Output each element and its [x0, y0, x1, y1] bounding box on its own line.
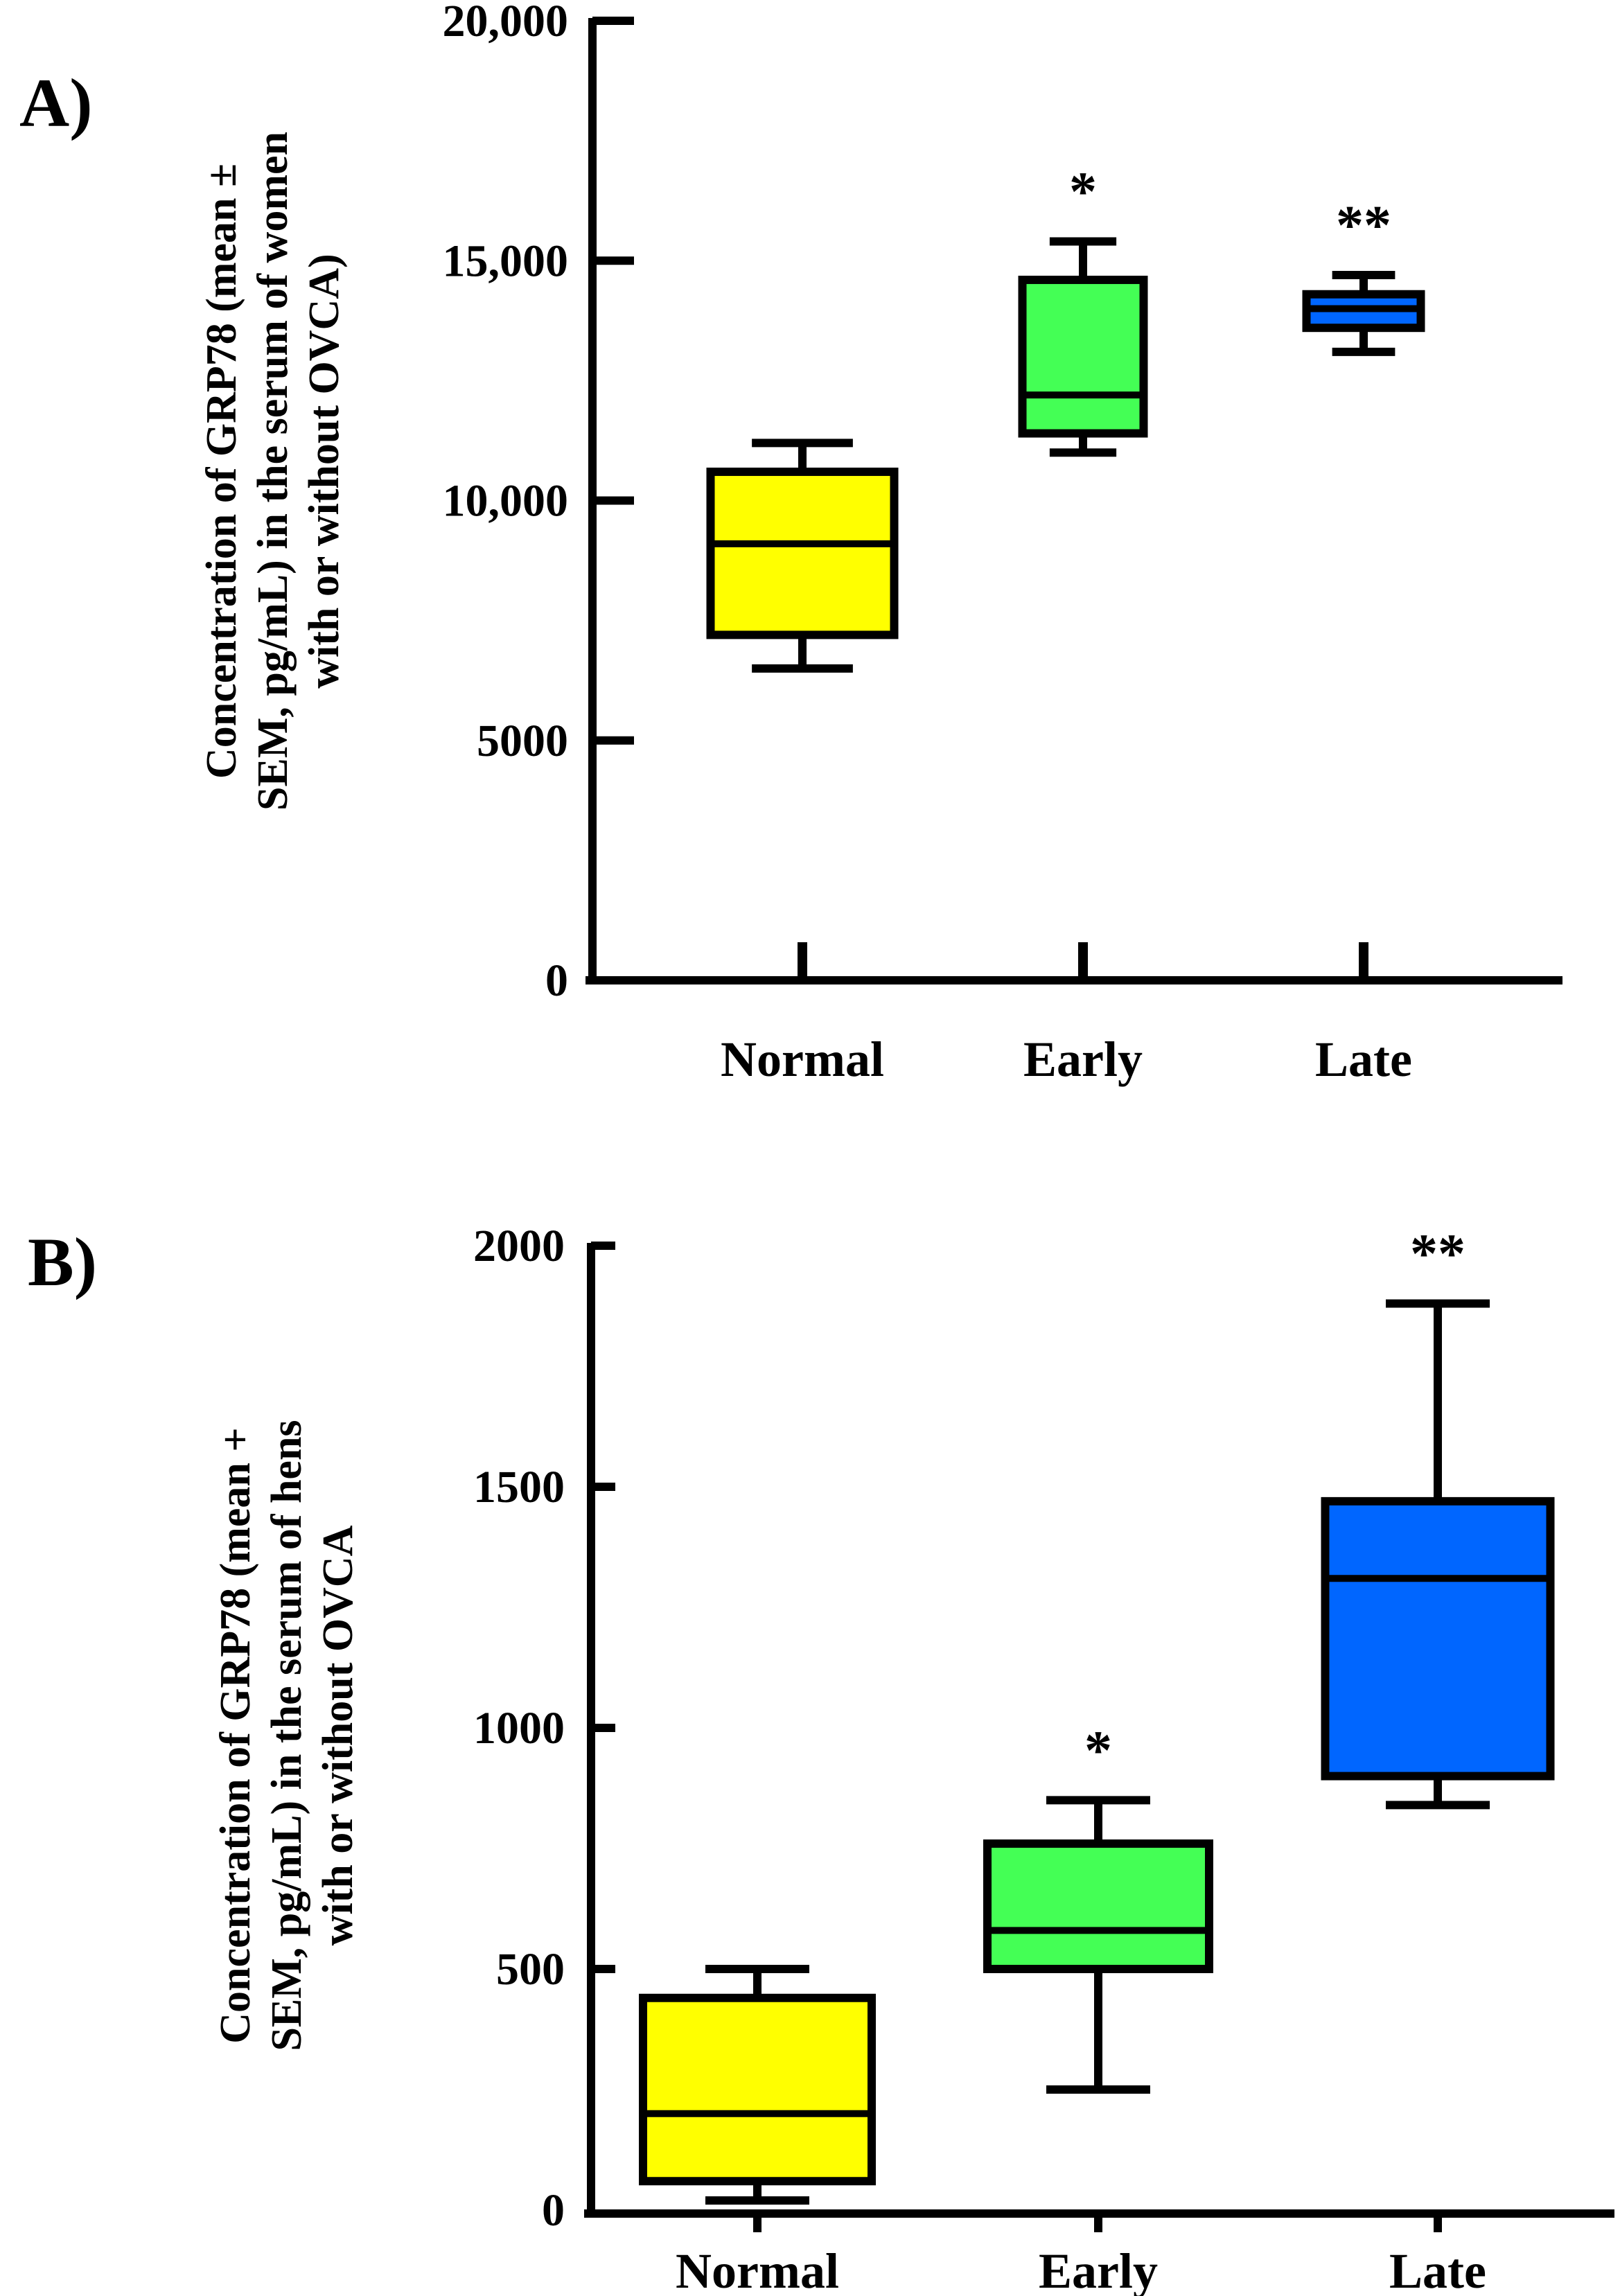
y-axis-label-line: SEM, pg/mL) in the serum of hens — [263, 1420, 310, 2051]
box-early: * — [1018, 162, 1148, 457]
y-tick-label: 10,000 — [443, 476, 569, 527]
significance-marker: ** — [1410, 1224, 1465, 1285]
iqr-box — [1321, 1496, 1555, 1781]
y-tick-label: 1000 — [473, 1703, 565, 1754]
y-tick-label: 5000 — [477, 716, 568, 766]
box-late: ** — [1302, 195, 1425, 356]
y-tick-label: 0 — [545, 955, 568, 1006]
box-late: ** — [1321, 1224, 1555, 1810]
panel-label: B) — [28, 1224, 97, 1300]
panel-label: A) — [19, 64, 93, 141]
x-tick-label: Normal — [721, 1032, 884, 1087]
y-axis-label-line: SEM, pg/mL) in the serum of women — [249, 132, 297, 811]
significance-marker: * — [1084, 1720, 1112, 1781]
y-tick-label: 1500 — [473, 1462, 565, 1512]
y-axis-label-line: Concentration of GRP78 (mean ± — [198, 164, 245, 779]
y-axis-label-line: Concentration of GRP78 (mean + — [212, 1427, 259, 2043]
y-tick-label: 500 — [496, 1944, 565, 1995]
x-tick-label: Late — [1389, 2243, 1486, 2296]
panel-b-chart: B) 0 500 1000 1500 2000 Normal Early Late Concent… — [28, 1221, 1614, 2296]
iqr-box — [983, 1839, 1213, 1974]
box-normal — [639, 1965, 876, 2205]
box-early: * — [983, 1720, 1213, 2094]
y-tick-label: 2000 — [473, 1221, 565, 1271]
iqr-box — [706, 467, 899, 639]
y-tick-label: 15,000 — [443, 236, 569, 286]
significance-marker: * — [1069, 162, 1097, 223]
y-tick-label: 0 — [542, 2185, 565, 2236]
significance-marker: ** — [1336, 195, 1391, 256]
y-axis-label-line: with or without OVCA) — [301, 254, 348, 688]
y-axis-label-line: with or without OVCA — [315, 1525, 362, 1945]
x-tick-label: Normal — [676, 2243, 839, 2296]
panel-a-chart: A) 0 5000 10,000 15,000 20,000 Normal Early Late… — [19, 0, 1562, 1087]
x-tick-label: Early — [1023, 1032, 1143, 1087]
y-tick-label: 20,000 — [443, 0, 569, 46]
x-tick-label: Early — [1039, 2243, 1158, 2296]
iqr-box — [1018, 275, 1148, 438]
iqr-box — [639, 1993, 876, 2186]
box-normal — [706, 439, 899, 673]
x-tick-label: Late — [1315, 1032, 1412, 1087]
